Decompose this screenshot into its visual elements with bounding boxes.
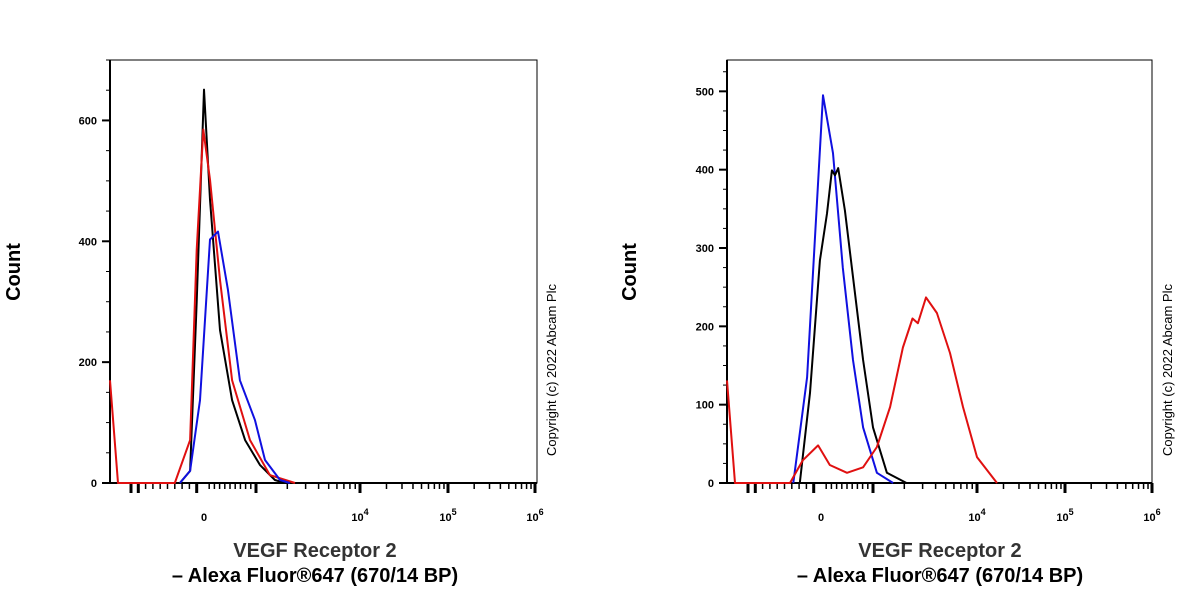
y-tick-label: 100	[696, 400, 714, 412]
histogram-series-3	[726, 296, 998, 484]
plot-frame	[726, 59, 1153, 484]
x-tick-exponent: 4	[364, 507, 369, 517]
x-tick-label: 0	[818, 512, 824, 524]
y-tick-label: 0	[91, 478, 97, 490]
histogram-series-3	[179, 230, 291, 484]
histogram-series-1	[792, 94, 894, 484]
x-tick-label: 105	[439, 507, 456, 524]
chart-panel-2: 0 100 200 300 400 500 0 104 105 106 Count VEGF Rece…	[619, 59, 1175, 587]
y-tick-label: 200	[79, 357, 97, 369]
y-tick-label: 600	[79, 115, 97, 127]
x-tick-label: 105	[1056, 507, 1073, 524]
y-tick-label: 500	[696, 86, 714, 98]
x-tick-exponent: 4	[981, 507, 986, 517]
x-tick-label: 104	[968, 507, 985, 524]
histogram-series-1	[179, 88, 286, 484]
x-axis-label: VEGF Receptor 2	[233, 540, 396, 562]
x-tick-exponent: 5	[452, 507, 457, 517]
plot-frame	[109, 59, 538, 484]
y-tick-label: 400	[696, 165, 714, 177]
x-tick-exponent: 6	[1156, 507, 1161, 517]
x-tick-label: 106	[1143, 507, 1160, 524]
x-axis-label: – Alexa Fluor®647 (670/14 BP)	[172, 565, 458, 587]
histogram-series-2	[798, 167, 907, 484]
x-tick-exponent: 5	[1069, 507, 1074, 517]
copyright-text: Copyright (c) 2022 Abcam Plc	[544, 284, 559, 456]
y-tick-label: 400	[79, 236, 97, 248]
x-axis-label: VEGF Receptor 2	[858, 540, 1021, 562]
x-tick-label: 0	[201, 512, 207, 524]
y-tick-label: 200	[696, 321, 714, 333]
y-axis-label: Count	[3, 243, 25, 301]
x-axis-label: – Alexa Fluor®647 (670/14 BP)	[797, 565, 1083, 587]
y-tick-label: 0	[708, 478, 714, 490]
histogram-series-2	[109, 128, 296, 484]
y-tick-label: 300	[696, 243, 714, 255]
chart-panel-1: 0 200 400 600 0 104 105 106 Count VEGF Receptor 2…	[3, 59, 559, 587]
x-tick-label: 104	[351, 507, 368, 524]
y-axis-label: Count	[619, 243, 641, 301]
copyright-text: Copyright (c) 2022 Abcam Plc	[1160, 284, 1175, 456]
x-tick-exponent: 6	[539, 507, 544, 517]
x-tick-label: 106	[526, 507, 543, 524]
